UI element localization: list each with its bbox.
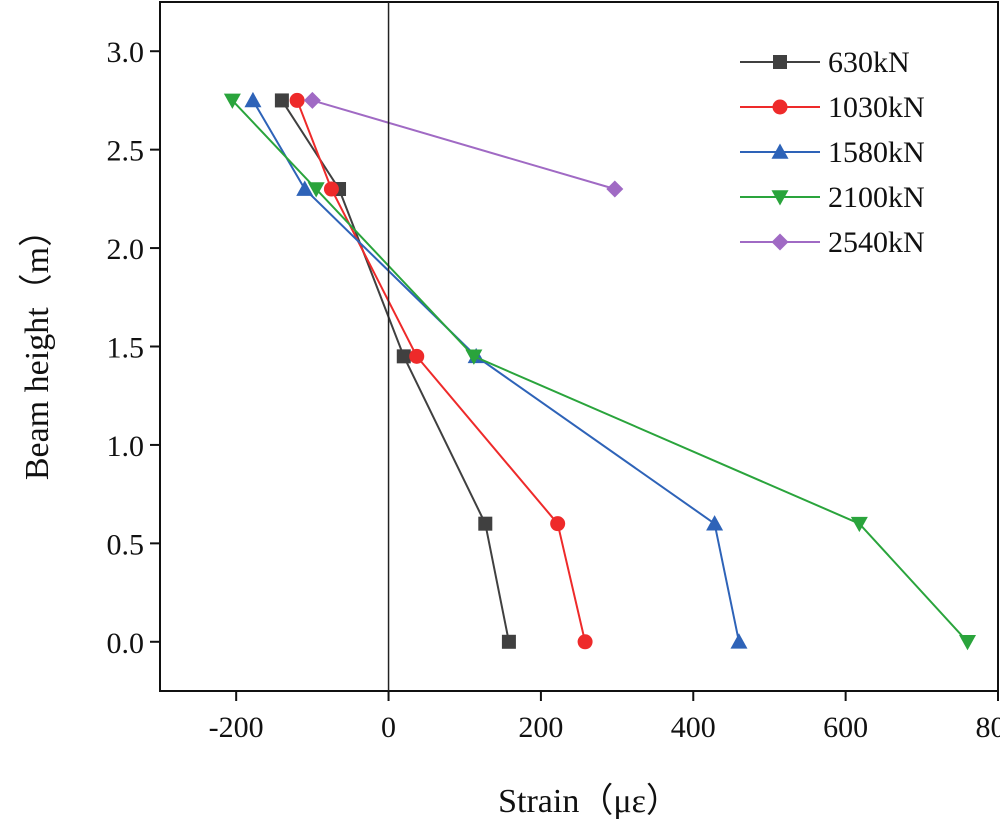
series-line (312, 99, 616, 190)
data-point (244, 91, 262, 108)
data-point (396, 349, 411, 364)
data-point (850, 516, 868, 533)
legend-item: 2100kN (740, 181, 925, 214)
y-tick-label: 1.0 (107, 430, 145, 463)
series-630kN (274, 93, 516, 649)
legend-label: 2100kN (828, 181, 925, 214)
y-tick-label: 0.5 (107, 528, 145, 561)
series-1030kN (289, 92, 593, 650)
data-point (577, 634, 593, 650)
data-point (323, 181, 339, 197)
legend: 630kN 1030kN 1580kN 2100kN 2540kN (740, 46, 925, 259)
data-point (730, 633, 748, 649)
y-tick-label: 2.5 (107, 135, 145, 168)
series-2540kN (303, 91, 624, 198)
axes: -200 0 200 400 600 800 0.0 0.5 1.0 1.5 2.0 2.5 3.0 (107, 1, 1000, 744)
data-point (550, 516, 566, 532)
data-point (959, 634, 977, 651)
x-tick-label: 200 (518, 711, 563, 744)
data-point (501, 634, 516, 649)
legend-marker (771, 143, 789, 159)
data-point (465, 349, 483, 365)
data-point (274, 93, 289, 108)
series-1580kN (244, 91, 748, 649)
series-line (281, 99, 510, 642)
legend-marker (772, 99, 788, 115)
x-tick-label: 400 (671, 711, 716, 744)
y-axis-title: Beam height（m） (18, 213, 56, 480)
x-tick-label: -200 (209, 711, 264, 744)
x-tick-label: 800 (976, 711, 1000, 744)
data-point (307, 182, 325, 198)
data-point (478, 516, 493, 531)
legend-label: 2540kN (828, 226, 925, 259)
legend-marker (771, 233, 789, 251)
y-tick-label: 3.0 (107, 36, 145, 69)
legend-label: 1030kN (828, 91, 925, 124)
x-tick-label: 0 (381, 711, 396, 744)
data-point (706, 515, 724, 531)
data-point (289, 92, 305, 108)
legend-item: 630kN (740, 46, 910, 79)
data-point (606, 180, 624, 198)
y-tick-label: 0.0 (107, 627, 145, 660)
legend-label: 630kN (828, 46, 910, 79)
data-point (303, 91, 321, 109)
data-point (296, 180, 314, 196)
y-tick-label: 1.5 (107, 332, 145, 365)
legend-marker (771, 190, 789, 206)
legend-item: 1580kN (740, 136, 925, 169)
y-tick-label: 2.0 (107, 233, 145, 266)
x-tick-label: 600 (823, 711, 868, 744)
plot-area (223, 91, 977, 651)
legend-marker (773, 55, 787, 69)
legend-item: 1030kN (740, 91, 925, 124)
data-point (409, 348, 425, 364)
data-point (223, 93, 241, 109)
series-line (252, 99, 740, 642)
legend-item: 2540kN (740, 226, 925, 259)
legend-label: 1580kN (828, 136, 925, 169)
series-line (296, 100, 587, 643)
series-2100kN (223, 93, 977, 651)
x-axis-title: Strain（με） (498, 782, 680, 820)
